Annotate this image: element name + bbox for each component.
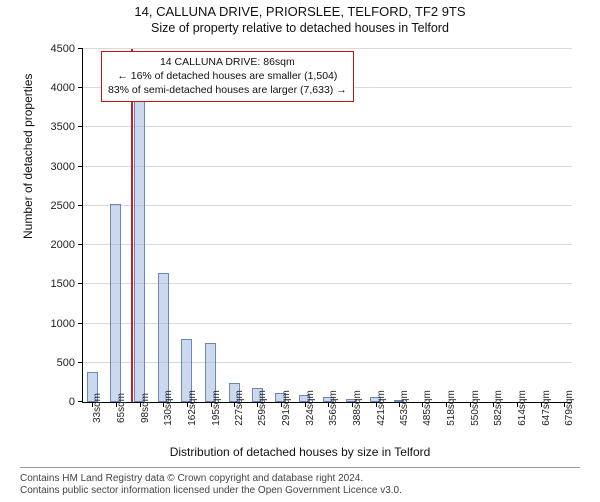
y-tick-label: 3000 [51,161,75,173]
y-tick [78,362,83,363]
x-tick-label: 421sqm [376,390,387,426]
histogram-bar [134,88,145,402]
annotation-line: ← 16% of detached houses are smaller (1,… [108,69,347,83]
gridline [83,362,572,363]
annotation-line: 83% of semi-detached houses are larger (… [108,83,347,97]
y-tick [78,87,83,88]
annotation-line: 14 CALLUNA DRIVE: 86sqm [108,55,347,69]
plot-area: 05001000150020002500300035004000450033sq… [82,49,572,403]
x-tick-label: 582sqm [493,390,504,426]
x-tick-label: 647sqm [541,390,552,426]
x-tick-label: 518sqm [446,390,457,426]
y-tick [78,401,83,402]
y-tick-label: 3500 [51,121,75,133]
x-tick-label: 324sqm [305,390,316,426]
x-tick-label: 453sqm [399,390,410,426]
annotation-box: 14 CALLUNA DRIVE: 86sqm ← 16% of detache… [101,51,354,102]
x-tick-label: 65sqm [116,393,127,423]
x-tick-label: 388sqm [352,390,363,426]
y-tick [78,166,83,167]
y-tick-label: 2500 [51,200,75,212]
y-tick [78,205,83,206]
gridline [83,126,572,127]
x-tick-label: 356sqm [328,390,339,426]
x-tick-label: 130sqm [163,390,174,426]
footer-line: Contains public sector information licen… [20,485,580,496]
gridline [83,323,572,324]
y-tick-label: 1000 [51,318,75,330]
y-tick [78,48,83,49]
x-tick-label: 291sqm [281,390,292,426]
y-tick-label: 1500 [51,278,75,290]
gridline [83,244,572,245]
histogram-chart: Number of detached properties 0500100015… [20,39,580,439]
y-tick [78,283,83,284]
y-tick-label: 4500 [51,43,75,55]
y-tick-label: 2000 [51,239,75,251]
title-subtitle: Size of property relative to detached ho… [134,21,465,35]
gridline [83,283,572,284]
title-address: 14, CALLUNA DRIVE, PRIORSLEE, TELFORD, T… [134,4,465,19]
x-tick-label: 679sqm [564,390,575,426]
x-tick-label: 33sqm [92,393,103,423]
x-axis-label: Distribution of detached houses by size … [170,445,431,459]
reference-line [131,49,133,402]
chart-titles: 14, CALLUNA DRIVE, PRIORSLEE, TELFORD, T… [134,4,465,35]
gridline [83,48,572,49]
y-tick-label: 0 [69,396,75,408]
x-tick-label: 98sqm [140,393,151,423]
footer-attribution: Contains HM Land Registry data © Crown c… [20,467,580,496]
y-tick-label: 500 [57,357,75,369]
x-tick-label: 227sqm [234,390,245,426]
y-tick [78,323,83,324]
histogram-bar [110,204,121,402]
x-tick-label: 614sqm [517,390,528,426]
histogram-bar [158,273,169,402]
x-tick-label: 195sqm [211,390,222,426]
x-tick-label: 550sqm [470,390,481,426]
y-tick [78,126,83,127]
gridline [83,166,572,167]
y-tick [78,244,83,245]
gridline [83,205,572,206]
x-tick-label: 485sqm [422,390,433,426]
footer-line: Contains HM Land Registry data © Crown c… [20,473,580,484]
y-axis-label: Number of detached properties [21,74,35,239]
x-tick-label: 259sqm [257,390,268,426]
y-tick-label: 4000 [51,82,75,94]
x-tick-label: 162sqm [187,390,198,426]
